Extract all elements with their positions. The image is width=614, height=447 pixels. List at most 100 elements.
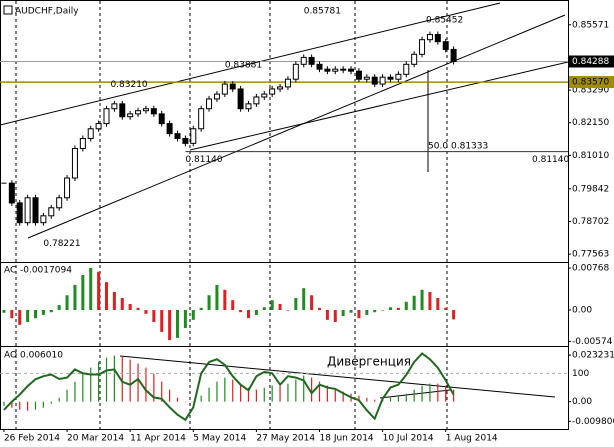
candle [150,108,157,115]
histogram-bar [271,385,273,402]
histogram-bar [105,282,108,311]
candle [71,148,78,179]
histogram-bar [207,295,211,311]
histogram-bar [453,389,455,402]
histogram-bar [318,381,321,402]
histogram-bar [66,389,68,402]
annotation: Дивергенция [327,355,411,369]
histogram-bar [231,300,235,311]
histogram-bar [412,295,416,311]
candle [48,207,55,217]
plot-frame [0,0,569,430]
histogram-bar [168,310,172,341]
horizontal-line-label: 0.81140 [532,155,569,165]
histogram-bar [18,310,22,325]
price-annotation: 0.85781 [304,6,341,16]
price-annotation: 0.78221 [43,239,80,249]
histogram-bar [215,284,219,311]
histogram-bar [342,391,344,402]
histogram-bar [34,310,37,319]
histogram-bar [19,401,21,410]
candle [24,197,31,224]
candle [213,93,220,100]
candle [198,108,205,130]
histogram-bar [373,310,377,313]
divergence-line [119,355,556,398]
histogram-bar [287,383,289,402]
histogram-bar [421,385,423,402]
bid-box [569,55,614,68]
candle [119,103,126,118]
histogram-bar [240,383,242,402]
x-tick-label: 20 Mar 2014 [67,434,124,444]
candle [348,68,355,72]
histogram-bar [349,310,353,313]
candle [269,88,276,95]
candle [434,34,441,43]
candle [379,76,386,85]
candle [190,128,197,144]
candle [8,182,15,204]
histogram-bar [128,304,132,311]
histogram-bar [444,307,448,311]
histogram-bar [121,355,123,402]
level-label: 0.83570 [572,78,609,88]
histogram-bar [145,367,147,402]
candle [103,108,110,125]
fib-price-label: 0.81333 [451,142,488,152]
histogram-bar [311,377,313,402]
histogram-bar [191,310,195,320]
chart-title: AUDCHF,Daily [15,7,79,17]
channel-line [27,14,566,239]
fib-level-label: 50.0 [428,142,448,152]
histogram-bar [341,310,345,317]
candle [371,76,378,85]
histogram-bar [89,267,93,311]
candle [340,68,347,71]
y-tick-label: 0.82150 [572,118,609,128]
histogram-bar [286,310,290,311]
candle [261,93,268,98]
histogram-bar [97,271,101,311]
candle [355,70,362,80]
indicator-value: 0.006010 [20,351,63,361]
histogram-bar [50,401,52,404]
histogram-bar [73,284,77,311]
candle [111,103,118,110]
candle [387,76,394,80]
histogram-bar [98,361,100,402]
histogram-bar [169,389,171,402]
y-tick-label: 0.79842 [572,184,609,194]
price-annotation: 0.83210 [110,80,147,90]
histogram-bar [295,379,297,402]
histogram-bar [26,310,30,323]
histogram-bar [144,310,148,314]
histogram-bar [199,307,203,311]
candle [332,68,339,72]
histogram-bar [82,373,84,402]
histogram-bar [247,387,250,402]
histogram-bar [81,275,85,311]
price-annotation: 0.83881 [225,61,262,71]
x-tick-label: 10 Jul 2014 [383,434,434,444]
candle [16,202,23,224]
indicator-title: AC [4,266,16,276]
candle [229,83,236,90]
histogram-bar [129,359,131,402]
candle [182,137,189,144]
histogram-bar [58,397,60,402]
x-tick-label: 18 Jun 2014 [320,434,374,444]
candle [300,56,307,65]
histogram-bar [27,401,29,411]
histogram-bar [405,393,407,402]
histogram-bar [184,401,186,403]
histogram-bar [239,310,243,313]
level-box [569,76,614,89]
histogram-bar [279,385,281,402]
histogram-bar [452,310,456,320]
symbol-icon [3,5,13,15]
candle [419,39,426,55]
y-tick-label: 0.85571 [572,20,609,30]
histogram-bar [358,395,360,402]
